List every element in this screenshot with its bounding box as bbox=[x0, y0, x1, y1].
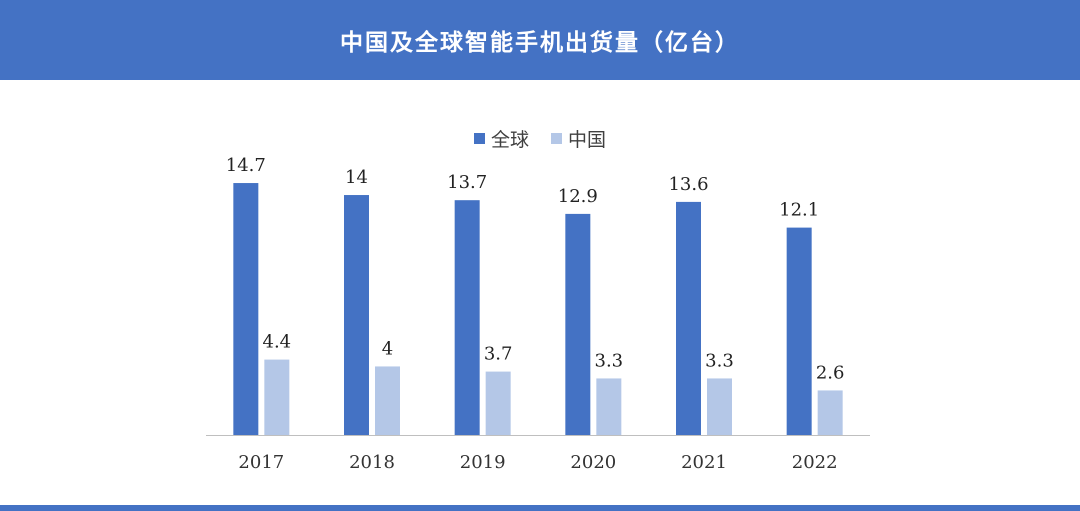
bar-china-2021 bbox=[707, 378, 732, 435]
bar-global-2017 bbox=[233, 183, 259, 435]
data-label-global-2018: 14 bbox=[345, 167, 368, 188]
data-label-global-2019: 13.7 bbox=[447, 172, 487, 193]
x-tick-label-2017: 2017 bbox=[238, 452, 284, 473]
x-tick-label-2021: 2021 bbox=[681, 452, 727, 473]
x-tick-label-2020: 2020 bbox=[570, 452, 616, 473]
data-label-china-2017: 4.4 bbox=[263, 332, 292, 353]
x-tick-label-2018: 2018 bbox=[349, 452, 395, 473]
legend-label-china: 中国 bbox=[568, 128, 607, 151]
bar-china-2017 bbox=[264, 359, 290, 435]
bar-china-2018 bbox=[375, 366, 400, 435]
legend-item-china: 中国 bbox=[551, 125, 606, 152]
bar-global-2022 bbox=[786, 227, 812, 435]
legend: 全球 中国 bbox=[0, 124, 1080, 152]
data-label-global-2020: 12.9 bbox=[558, 186, 598, 207]
x-tick-label-2022: 2022 bbox=[792, 452, 838, 473]
bar-global-2018 bbox=[344, 195, 369, 435]
legend-swatch-china bbox=[551, 132, 562, 144]
data-label-china-2022: 2.6 bbox=[816, 362, 845, 383]
legend-label-global: 全球 bbox=[490, 128, 529, 151]
bottom-border bbox=[0, 505, 1080, 511]
bar-china-2020 bbox=[596, 378, 622, 435]
data-label-global-2022: 12.1 bbox=[779, 200, 819, 221]
x-tick-label-2019: 2019 bbox=[460, 452, 506, 473]
data-label-china-2020: 3.3 bbox=[595, 350, 624, 371]
bar-global-2020 bbox=[565, 213, 591, 435]
bar-global-2019 bbox=[454, 200, 480, 435]
data-label-global-2017: 14.7 bbox=[226, 155, 266, 176]
title-bar: 中国及全球智能手机出货量（亿台） bbox=[0, 0, 1080, 80]
bar-china-2022 bbox=[817, 390, 843, 435]
legend-item-global: 全球 bbox=[473, 125, 529, 152]
bar-china-2019 bbox=[485, 371, 511, 435]
data-label-china-2021: 3.3 bbox=[705, 350, 734, 371]
data-label-china-2019: 3.7 bbox=[484, 344, 513, 365]
legend-swatch-global bbox=[473, 132, 485, 144]
chart-title: 中国及全球智能手机出货量（亿台） bbox=[340, 30, 740, 56]
data-label-global-2021: 13.6 bbox=[668, 174, 708, 195]
data-label-china-2018: 4 bbox=[382, 338, 393, 359]
bar-global-2021 bbox=[676, 201, 701, 435]
